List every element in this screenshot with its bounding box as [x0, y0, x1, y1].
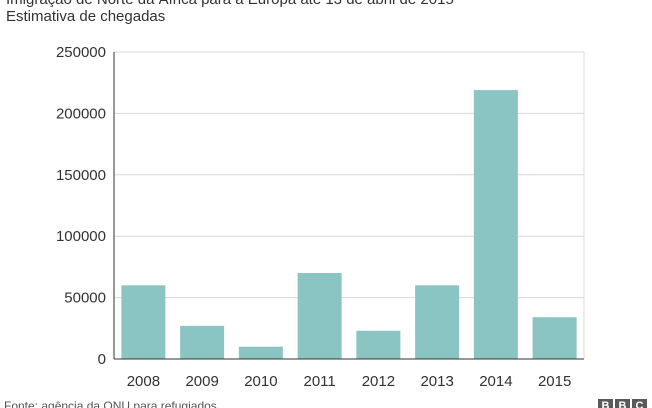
x-tick-label: 2013: [420, 373, 453, 390]
bar: [415, 285, 460, 359]
bar: [532, 317, 577, 359]
y-tick-label: 0: [98, 351, 106, 368]
bar: [356, 330, 401, 359]
bbc-logo-letter: B: [615, 399, 630, 408]
y-tick-label: 100000: [56, 228, 106, 245]
x-tick-label: 2015: [538, 373, 571, 390]
bbc-logo-letter: B: [598, 399, 613, 408]
y-tick-label: 50000: [64, 290, 106, 307]
source-note: Fonte: agência da ONU para refugiados: [4, 399, 217, 408]
bar: [238, 346, 283, 359]
bar: [473, 90, 518, 360]
bar: [121, 285, 166, 359]
x-tick-label: 2014: [479, 373, 512, 390]
bar: [180, 325, 225, 359]
x-tick-label: 2009: [185, 373, 218, 390]
y-tick-label: 250000: [56, 44, 106, 61]
x-tick-label: 2008: [127, 373, 160, 390]
bbc-logo: B B C: [598, 399, 647, 408]
x-tick-label: 2012: [362, 373, 395, 390]
bbc-logo-letter: C: [632, 399, 647, 408]
chart-subtitle: Estimativa de chegadas: [6, 8, 166, 25]
x-tick-label: 2011: [303, 373, 335, 390]
bar: [297, 273, 342, 359]
y-tick-label: 200000: [56, 105, 106, 122]
x-tick-label: 2010: [244, 373, 277, 390]
chart-title: Imigração de Norte da África para a Euro…: [6, 0, 454, 8]
chart-title-clip: Imigração de Norte da África para a Euro…: [0, 0, 652, 8]
footer: Fonte: agência da ONU para refugiados: [0, 399, 600, 408]
y-tick-label: 150000: [56, 167, 106, 184]
